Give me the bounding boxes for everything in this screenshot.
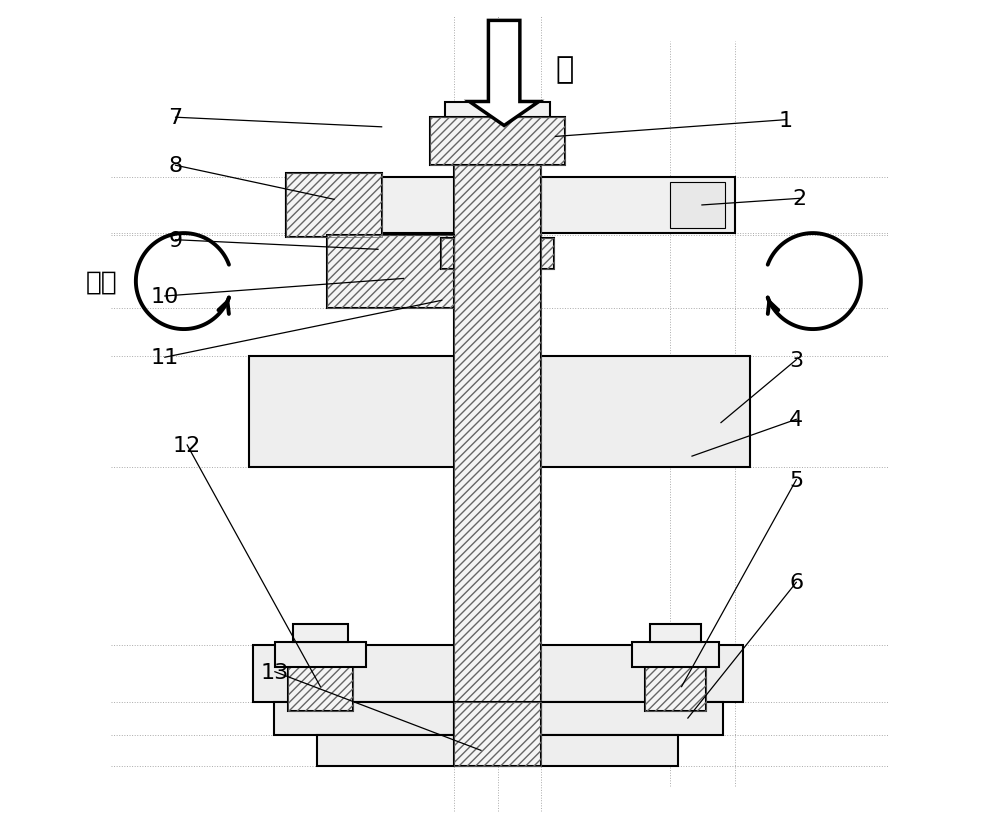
Text: 6: 6 (789, 573, 803, 593)
Bar (327, 235, 454, 308)
Bar (253, 646, 743, 701)
Bar (650, 624, 701, 643)
Bar (274, 701, 723, 734)
Bar (288, 647, 353, 711)
Text: 12: 12 (173, 436, 201, 455)
Bar (327, 235, 454, 308)
Text: 8: 8 (169, 156, 183, 176)
Bar (286, 177, 541, 233)
Bar (275, 643, 366, 667)
Bar (317, 734, 678, 766)
Bar (441, 238, 454, 270)
Text: 4: 4 (789, 410, 803, 430)
Bar (288, 647, 353, 711)
Bar (541, 177, 735, 233)
Text: 5: 5 (789, 470, 803, 490)
Bar (445, 104, 550, 118)
Bar (441, 238, 454, 270)
Bar (541, 238, 554, 270)
Polygon shape (469, 22, 539, 127)
Text: 7: 7 (169, 108, 183, 128)
Bar (454, 166, 541, 738)
Bar (454, 166, 541, 738)
Text: 推: 推 (555, 55, 574, 84)
Text: 2: 2 (793, 189, 807, 209)
Bar (454, 701, 541, 766)
Bar (454, 701, 541, 766)
Text: 1: 1 (778, 111, 793, 131)
Bar (430, 118, 565, 166)
Bar (645, 647, 706, 711)
Bar (430, 118, 565, 166)
Bar (249, 356, 750, 468)
Bar (670, 182, 725, 229)
Text: 3: 3 (789, 350, 803, 370)
Bar (541, 238, 554, 270)
Text: 旋转: 旋转 (86, 269, 118, 295)
Bar (645, 647, 706, 711)
Bar (293, 624, 348, 643)
Text: 9: 9 (169, 230, 183, 250)
Text: 10: 10 (151, 286, 179, 306)
Text: 11: 11 (151, 348, 179, 368)
Text: 13: 13 (261, 662, 289, 682)
Bar (286, 173, 382, 238)
Bar (632, 643, 719, 667)
Bar (286, 173, 382, 238)
